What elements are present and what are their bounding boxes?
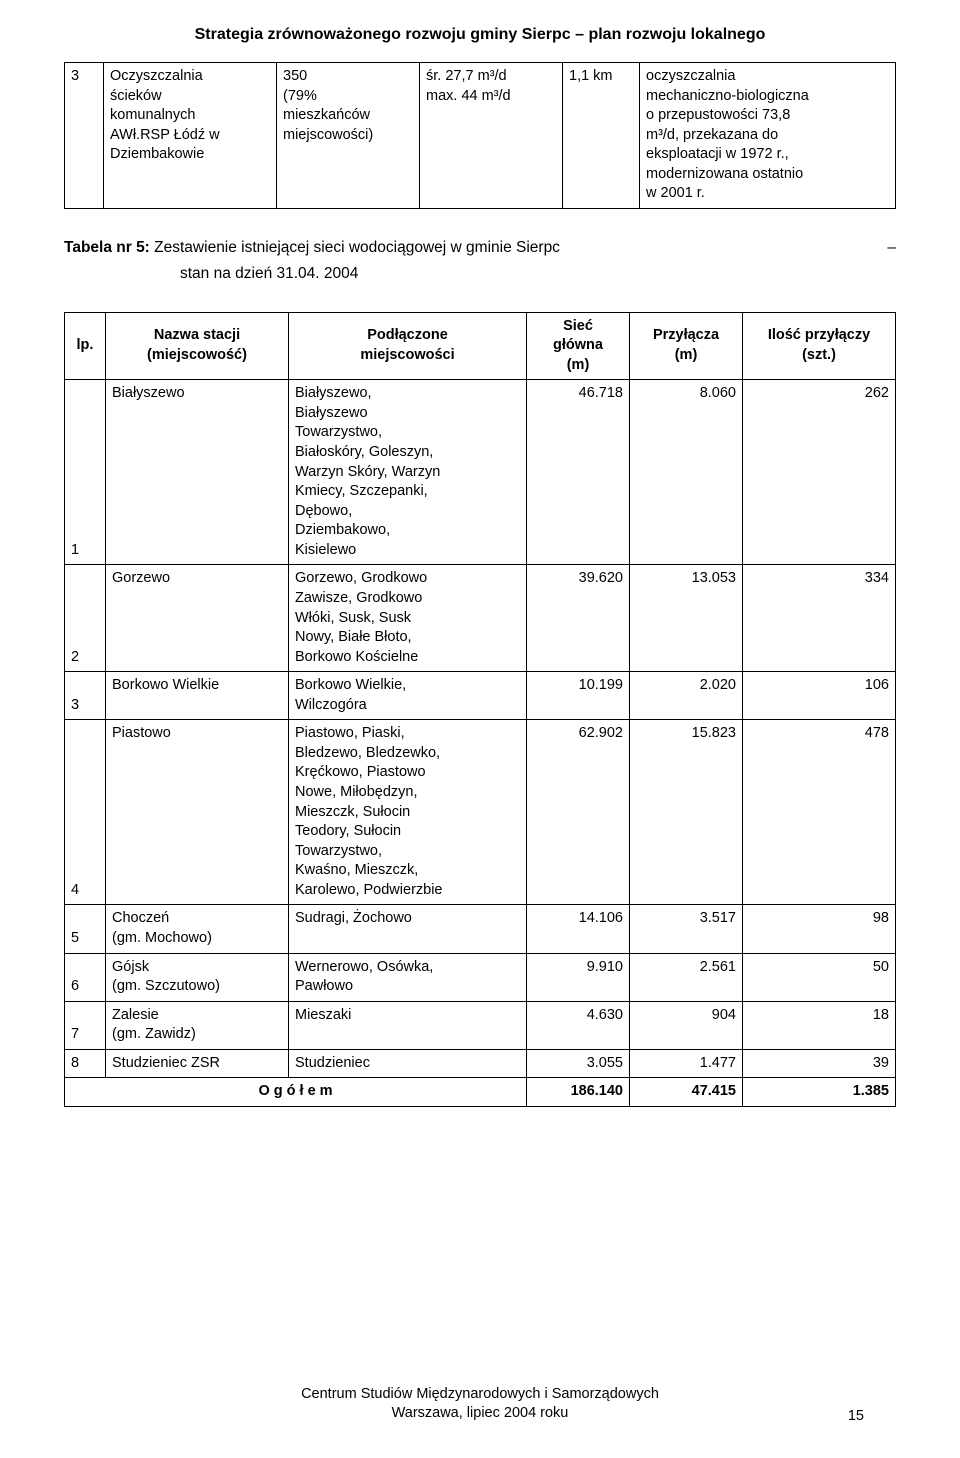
- page-footer: Centrum Studiów Międzynarodowych i Samor…: [0, 1385, 960, 1424]
- cell-connected: Sudragi, Żochowo: [289, 905, 527, 953]
- cell-lp: 1: [65, 380, 106, 565]
- cell-connected: Piastowo, Piaski,Bledzewo, Bledzewko,Krę…: [289, 720, 527, 905]
- cell-connected: Gorzewo, GrodkowoZawisze, GrodkowoWłóki,…: [289, 565, 527, 672]
- cell-net: 4.630: [527, 1001, 630, 1049]
- cell-lp: 3: [65, 672, 106, 720]
- cell-station: Piastowo: [106, 720, 289, 905]
- cell-net: 9.910: [527, 953, 630, 1001]
- cell-net: 46.718: [527, 380, 630, 565]
- total-count: 1.385: [743, 1078, 896, 1107]
- cell-connected: Wernerowo, Osówka,Pawłowo: [289, 953, 527, 1001]
- cell-conn: 2.561: [630, 953, 743, 1001]
- caption-label: Tabela nr 5:: [64, 239, 150, 256]
- table-row: 7Zalesie(gm. Zawidz)Mieszaki4.63090418: [65, 1001, 896, 1049]
- caption-dash: –: [887, 235, 896, 261]
- t1-col-desc: oczyszczalniamechaniczno-biologicznao pr…: [640, 63, 896, 209]
- cell-lp: 6: [65, 953, 106, 1001]
- table-1: 3 OczyszczalniaściekówkomunalnychAWł.RSP…: [64, 62, 896, 209]
- cell-station: Zalesie(gm. Zawidz): [106, 1001, 289, 1049]
- cell-net: 3.055: [527, 1049, 630, 1078]
- cell-lp: 7: [65, 1001, 106, 1049]
- cell-conn: 13.053: [630, 565, 743, 672]
- cell-count: 478: [743, 720, 896, 905]
- table-row: 4PiastowoPiastowo, Piaski,Bledzewo, Bled…: [65, 720, 896, 905]
- table-header-row: lp. Nazwa stacji(miejscowość) Podłączone…: [65, 312, 896, 380]
- table-row: 6Gójsk(gm. Szczutowo)Wernerowo, Osówka,P…: [65, 953, 896, 1001]
- cell-connected: Mieszaki: [289, 1001, 527, 1049]
- total-net: 186.140: [527, 1078, 630, 1107]
- cell-net: 10.199: [527, 672, 630, 720]
- th-count: Ilość przyłączy(szt.): [743, 312, 896, 380]
- caption-text-2: stan na dzień 31.04. 2004: [64, 261, 896, 287]
- cell-lp: 4: [65, 720, 106, 905]
- cell-count: 262: [743, 380, 896, 565]
- cell-station: Gójsk(gm. Szczutowo): [106, 953, 289, 1001]
- cell-lp: 8: [65, 1049, 106, 1078]
- cell-net: 62.902: [527, 720, 630, 905]
- t1-col-flow: śr. 27,7 m³/dmax. 44 m³/d: [420, 63, 563, 209]
- th-conn: Przyłącza(m): [630, 312, 743, 380]
- cell-lp: 5: [65, 905, 106, 953]
- t1-col-dist: 1,1 km: [563, 63, 640, 209]
- t1-col-no: 3: [65, 63, 104, 209]
- th-connected: Podłączonemiejscowości: [289, 312, 527, 380]
- table-row: 5Choczeń(gm. Mochowo)Sudragi, Żochowo14.…: [65, 905, 896, 953]
- table-row: 2GorzewoGorzewo, GrodkowoZawisze, Grodko…: [65, 565, 896, 672]
- cell-connected: Białyszewo,BiałyszewoTowarzystwo,Białosk…: [289, 380, 527, 565]
- total-conn: 47.415: [630, 1078, 743, 1107]
- table-row: 8Studzieniec ZSRStudzieniec3.0551.47739: [65, 1049, 896, 1078]
- page-number: 15: [848, 1408, 864, 1424]
- cell-count: 98: [743, 905, 896, 953]
- cell-station: Gorzewo: [106, 565, 289, 672]
- cell-conn: 3.517: [630, 905, 743, 953]
- th-lp: lp.: [65, 312, 106, 380]
- page-header-title: Strategia zrównoważonego rozwoju gminy S…: [64, 26, 896, 44]
- table-row: 3Borkowo WielkieBorkowo Wielkie,Wilczogó…: [65, 672, 896, 720]
- t1-col-pop: 350(79%mieszkańcówmiejscowości): [277, 63, 420, 209]
- cell-station: Choczeń(gm. Mochowo): [106, 905, 289, 953]
- cell-count: 39: [743, 1049, 896, 1078]
- table-2: lp. Nazwa stacji(miejscowość) Podłączone…: [64, 312, 896, 1107]
- cell-conn: 1.477: [630, 1049, 743, 1078]
- table-total-row: O g ó ł e m186.14047.4151.385: [65, 1078, 896, 1107]
- cell-net: 14.106: [527, 905, 630, 953]
- cell-station: Białyszewo: [106, 380, 289, 565]
- cell-net: 39.620: [527, 565, 630, 672]
- table-row: 1BiałyszewoBiałyszewo,BiałyszewoTowarzys…: [65, 380, 896, 565]
- cell-conn: 15.823: [630, 720, 743, 905]
- cell-station: Studzieniec ZSR: [106, 1049, 289, 1078]
- cell-count: 18: [743, 1001, 896, 1049]
- cell-connected: Studzieniec: [289, 1049, 527, 1078]
- cell-conn: 2.020: [630, 672, 743, 720]
- cell-station: Borkowo Wielkie: [106, 672, 289, 720]
- caption-text-1: Zestawienie istniejącej sieci wodociągow…: [150, 239, 560, 256]
- cell-lp: 2: [65, 565, 106, 672]
- cell-conn: 904: [630, 1001, 743, 1049]
- footer-line-1: Centrum Studiów Międzynarodowych i Samor…: [0, 1385, 960, 1405]
- th-station: Nazwa stacji(miejscowość): [106, 312, 289, 380]
- table-5-caption: Tabela nr 5: Zestawienie istniejącej sie…: [64, 235, 896, 288]
- cell-connected: Borkowo Wielkie,Wilczogóra: [289, 672, 527, 720]
- cell-count: 334: [743, 565, 896, 672]
- cell-conn: 8.060: [630, 380, 743, 565]
- total-label: O g ó ł e m: [65, 1078, 527, 1107]
- table-row: 3 OczyszczalniaściekówkomunalnychAWł.RSP…: [65, 63, 896, 209]
- footer-line-2: Warszawa, lipiec 2004 roku: [0, 1404, 960, 1424]
- t1-col-name: OczyszczalniaściekówkomunalnychAWł.RSP Ł…: [104, 63, 277, 209]
- cell-count: 106: [743, 672, 896, 720]
- cell-count: 50: [743, 953, 896, 1001]
- th-net: Siećgłówna(m): [527, 312, 630, 380]
